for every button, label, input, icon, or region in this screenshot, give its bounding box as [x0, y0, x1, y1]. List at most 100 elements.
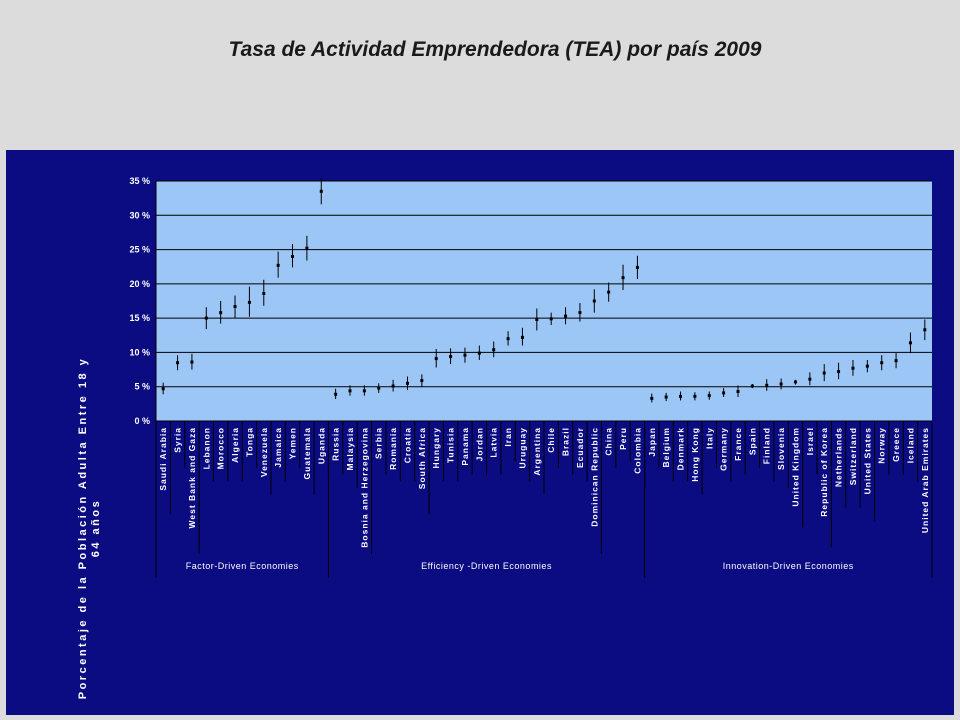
category-label: Germany: [719, 427, 729, 471]
category-label: Slovenia: [776, 427, 786, 470]
category-label: Jordan: [474, 427, 484, 461]
data-point: [779, 382, 783, 386]
category-label: Spain: [747, 427, 757, 455]
data-point: [880, 361, 884, 365]
category-label: Uganda: [316, 427, 326, 464]
category-label: Italy: [704, 427, 714, 449]
data-point: [564, 314, 568, 318]
data-point: [765, 383, 769, 387]
category-label: Jamaica: [273, 427, 283, 468]
tea-chart: 35 % 30 % 25 % 20 % 15 % 10 % 5 % 0 % Saudi Arab…: [77, 176, 933, 700]
category-label: Switzerland: [848, 427, 858, 485]
data-point: [305, 246, 309, 250]
category-label: Syria: [173, 427, 183, 453]
category-label: Argentina: [532, 427, 542, 476]
category-label: Algeria: [230, 427, 240, 463]
data-point: [247, 300, 251, 304]
data-point: [908, 341, 912, 345]
category-label: Ecuador: [575, 427, 585, 468]
data-point: [334, 392, 338, 396]
data-point: [621, 276, 625, 280]
y-tick-label: 20 %: [129, 279, 150, 289]
y-axis-title-line-1: Porcentaje de la Población Adulta Entre …: [77, 357, 89, 700]
data-point: [377, 386, 381, 390]
data-point: [822, 371, 826, 375]
category-label: Brazil: [561, 427, 571, 456]
y-axis-title: Porcentaje de la Población Adulta Entre …: [77, 357, 102, 700]
data-point: [506, 337, 510, 341]
data-point: [650, 396, 654, 400]
category-label: South Africa: [417, 427, 427, 489]
data-point: [291, 254, 295, 258]
data-point: [319, 189, 323, 193]
data-point: [276, 263, 280, 267]
category-label: Iceland: [905, 427, 915, 463]
y-tick-label: 35 %: [129, 176, 150, 186]
data-point: [722, 391, 726, 395]
data-point: [851, 366, 855, 370]
category-label: France: [733, 427, 743, 461]
category-label: Japan: [647, 427, 657, 457]
category-label: Greece: [891, 427, 901, 462]
data-point: [190, 360, 194, 364]
data-point: [233, 304, 237, 308]
category-label: Finland: [762, 427, 772, 464]
y-tick-label: 15 %: [129, 313, 150, 323]
category-label: Guatemala: [302, 427, 312, 479]
data-point: [434, 357, 438, 361]
category-label: Romania: [388, 427, 398, 470]
category-label: Uruguay: [517, 427, 527, 468]
category-label: Saudi Arabia: [158, 427, 168, 491]
category-label: United Arab Emirates: [920, 427, 930, 533]
category-label: Dominican Republic: [589, 427, 599, 527]
group-label: Innovation-Driven Economies: [723, 561, 854, 571]
data-point: [750, 384, 754, 388]
data-point: [449, 355, 453, 359]
y-tick-label: 25 %: [129, 245, 150, 255]
data-point: [520, 335, 524, 339]
category-label: Latvia: [489, 427, 499, 458]
category-label: Yemen: [288, 427, 298, 459]
category-label: Russia: [331, 427, 341, 461]
category-label: Tonga: [244, 427, 254, 457]
y-tick-label: 0 %: [134, 416, 150, 426]
category-label: Venezuela: [259, 427, 269, 477]
data-point: [607, 290, 611, 294]
data-point: [592, 299, 596, 303]
category-label: Croatia: [402, 427, 412, 463]
data-point: [463, 353, 467, 357]
data-point: [679, 394, 683, 398]
data-point: [664, 395, 668, 399]
category-label: United States: [862, 427, 872, 494]
y-tick-label: 5 %: [134, 382, 150, 392]
category-label: Tunisia: [446, 427, 456, 463]
category-label: United Kingdom: [790, 427, 800, 507]
data-point: [176, 361, 180, 365]
data-point: [219, 311, 223, 315]
category-label: Republic of Korea: [819, 427, 829, 517]
category-label: Netherlands: [834, 427, 844, 487]
data-point: [535, 318, 539, 322]
data-point: [204, 316, 208, 320]
category-label: Hungary: [431, 427, 441, 468]
data-point: [793, 380, 797, 384]
data-point: [477, 351, 481, 355]
data-point: [492, 348, 496, 352]
category-label: China: [604, 427, 614, 456]
data-point: [348, 389, 352, 393]
category-label: Serbia: [374, 427, 384, 459]
data-point: [923, 328, 927, 332]
category-label: Israel: [805, 427, 815, 455]
data-point: [549, 317, 553, 321]
data-point: [736, 390, 740, 394]
data-point: [262, 291, 266, 295]
category-label: Iran: [503, 427, 513, 447]
chart-title: Tasa de Actividad Emprendedora (TEA) por…: [228, 38, 762, 61]
group-label: Factor-Driven Economies: [186, 561, 299, 571]
category-label: Norway: [877, 427, 887, 464]
data-point: [837, 370, 841, 374]
data-point: [578, 311, 582, 315]
chart-panel: 35 % 30 % 25 % 20 % 15 % 10 % 5 % 0 % Saudi Arab…: [6, 150, 954, 715]
category-label: Malaysia: [345, 427, 355, 470]
data-point: [635, 265, 639, 269]
